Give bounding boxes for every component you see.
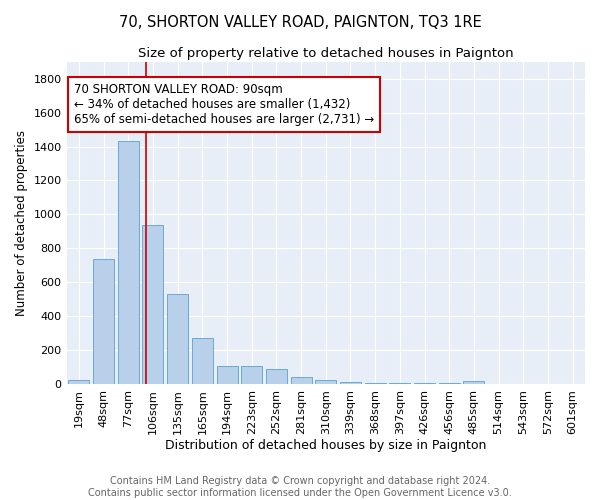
X-axis label: Distribution of detached houses by size in Paignton: Distribution of detached houses by size … xyxy=(165,440,487,452)
Y-axis label: Number of detached properties: Number of detached properties xyxy=(15,130,28,316)
Bar xyxy=(266,369,287,384)
Text: Contains HM Land Registry data © Crown copyright and database right 2024.
Contai: Contains HM Land Registry data © Crown c… xyxy=(88,476,512,498)
Bar xyxy=(340,382,361,384)
Text: 70, SHORTON VALLEY ROAD, PAIGNTON, TQ3 1RE: 70, SHORTON VALLEY ROAD, PAIGNTON, TQ3 1… xyxy=(119,15,481,30)
Bar xyxy=(315,380,336,384)
Bar xyxy=(389,383,410,384)
Bar xyxy=(192,338,213,384)
Bar xyxy=(217,366,238,384)
Bar xyxy=(167,294,188,384)
Bar xyxy=(142,226,163,384)
Bar xyxy=(68,380,89,384)
Bar xyxy=(365,383,386,384)
Bar xyxy=(463,381,484,384)
Text: 70 SHORTON VALLEY ROAD: 90sqm
← 34% of detached houses are smaller (1,432)
65% o: 70 SHORTON VALLEY ROAD: 90sqm ← 34% of d… xyxy=(74,82,374,126)
Title: Size of property relative to detached houses in Paignton: Size of property relative to detached ho… xyxy=(138,48,514,60)
Bar xyxy=(93,260,114,384)
Bar xyxy=(414,383,435,384)
Bar xyxy=(290,378,311,384)
Bar xyxy=(118,141,139,384)
Bar xyxy=(241,366,262,384)
Bar xyxy=(439,383,460,384)
